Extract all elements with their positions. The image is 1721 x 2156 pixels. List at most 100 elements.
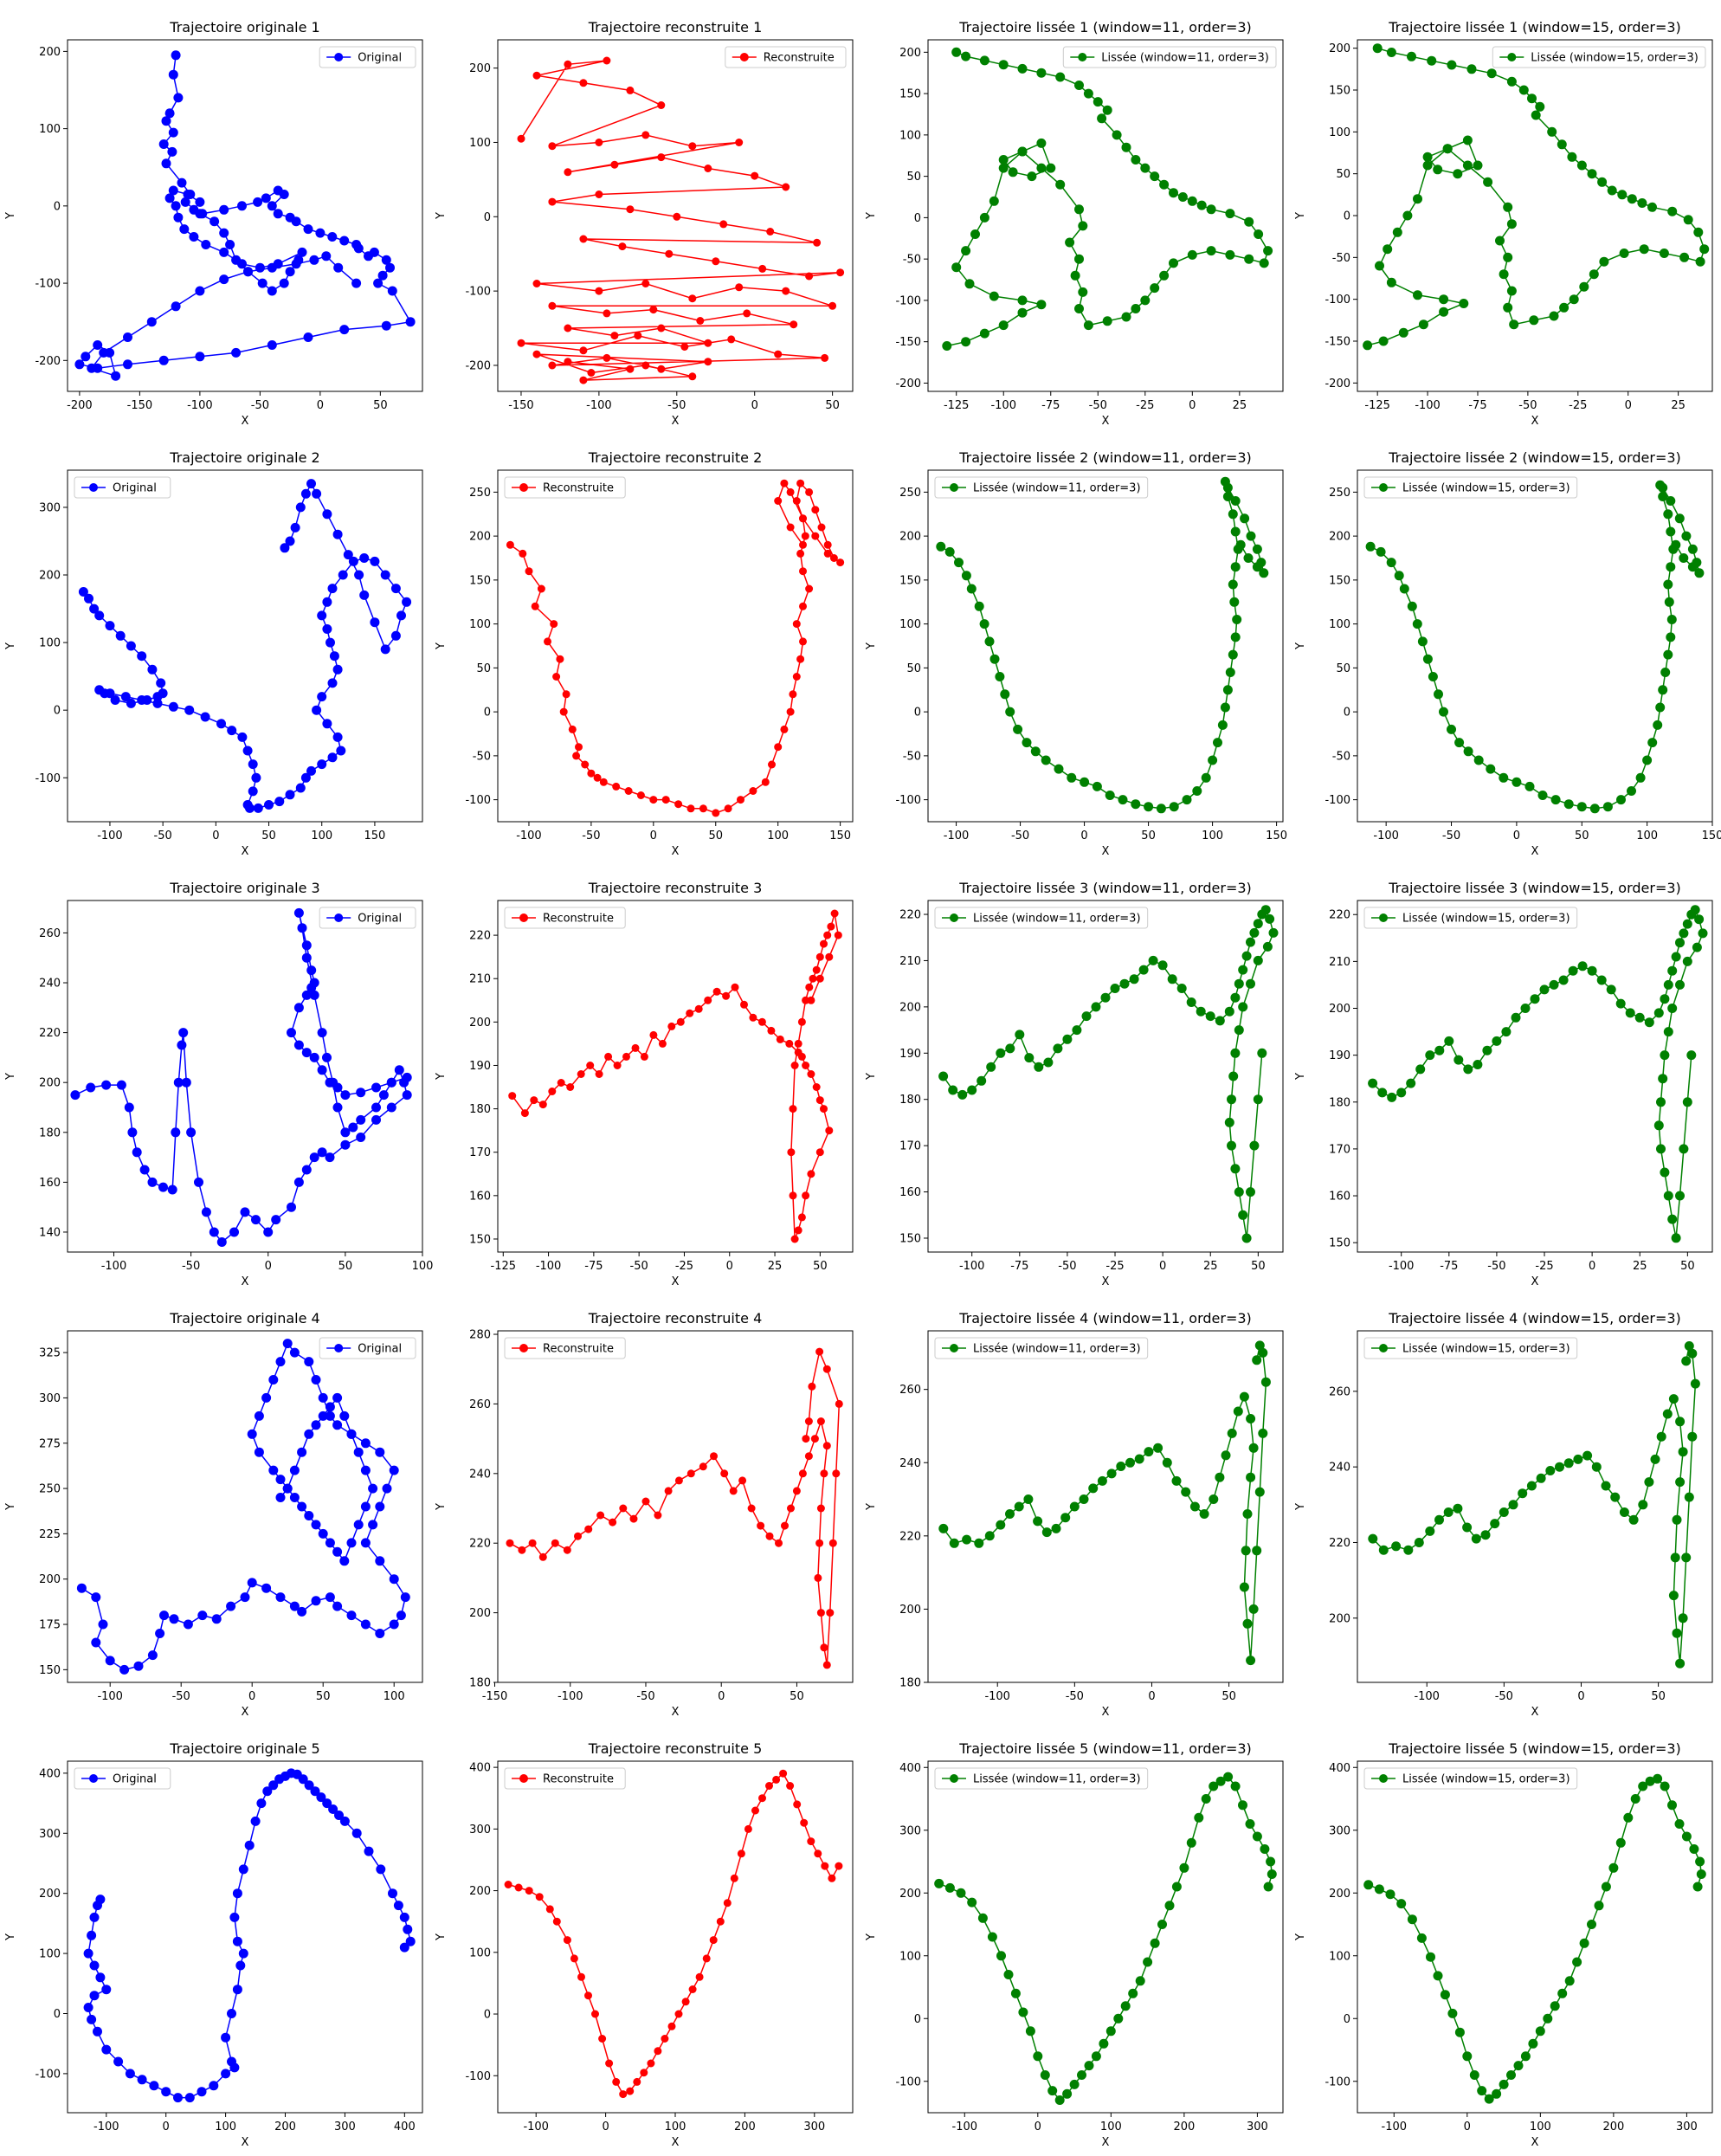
data-point	[334, 1811, 344, 1820]
data-point	[1119, 978, 1130, 989]
data-point	[776, 1035, 784, 1043]
data-layer	[1368, 1341, 1700, 1669]
data-point	[209, 216, 220, 227]
data-point	[962, 1534, 972, 1545]
data-point	[1469, 2070, 1479, 2080]
data-point	[1167, 974, 1177, 984]
data-point	[1670, 1552, 1680, 1563]
y-tick-label: 280	[469, 1329, 491, 1342]
y-tick-label: 160	[469, 1190, 491, 1203]
chart-title: Trajectoire originale 2	[169, 449, 319, 466]
data-point	[1454, 1055, 1464, 1065]
data-point	[1480, 1530, 1491, 1540]
data-point	[402, 1072, 412, 1082]
data-point	[86, 1082, 96, 1093]
data-point	[370, 617, 380, 628]
data-point	[1462, 135, 1473, 145]
y-tick-label: -100	[35, 2068, 61, 2081]
data-point	[152, 692, 163, 702]
data-layer	[83, 1768, 416, 2103]
legend-marker	[1379, 1774, 1388, 1783]
data-point	[1368, 1078, 1378, 1088]
data-point	[394, 1065, 404, 1075]
data-point	[360, 1438, 371, 1449]
data-point	[133, 1661, 144, 1671]
data-point	[371, 1082, 381, 1093]
data-point	[681, 1998, 690, 2006]
data-point	[789, 690, 797, 699]
data-point	[219, 247, 229, 257]
data-point	[301, 952, 312, 963]
data-point	[657, 365, 666, 373]
data-point	[242, 746, 253, 756]
data-point	[333, 262, 344, 273]
y-tick-label: 300	[39, 1392, 61, 1405]
data-point	[1663, 1027, 1673, 1037]
data-point	[1418, 320, 1428, 330]
data-point	[1660, 1167, 1670, 1178]
data-point	[232, 1936, 242, 1946]
data-point	[327, 752, 338, 763]
data-point	[799, 540, 807, 549]
data-point	[996, 1048, 1006, 1058]
data-point	[225, 240, 235, 249]
data-point	[1695, 256, 1705, 267]
y-tick-label: 225	[39, 1528, 61, 1541]
data-point	[704, 339, 712, 347]
data-point	[1368, 1533, 1378, 1544]
data-point	[245, 803, 255, 813]
data-point	[158, 1182, 168, 1192]
x-tick-label: -125	[1364, 399, 1390, 412]
x-tick-label: -50	[1058, 1260, 1076, 1273]
data-point	[998, 60, 1009, 70]
y-tick-label: 0	[484, 211, 491, 224]
x-tick-label: -25	[1105, 1260, 1124, 1273]
data-point	[828, 1539, 837, 1547]
data-point	[704, 358, 712, 366]
data-point	[316, 1792, 326, 1803]
data-point	[695, 1972, 704, 1981]
data-point	[1228, 509, 1238, 520]
y-tick-label: -150	[895, 336, 921, 349]
data-point	[173, 2093, 183, 2103]
data-point	[1083, 88, 1093, 99]
series-line	[938, 1776, 1273, 2101]
data-point	[563, 1936, 571, 1945]
y-tick-label: 50	[476, 662, 491, 675]
data-point	[949, 1538, 959, 1548]
legend-box	[934, 476, 1149, 499]
data-point	[815, 1148, 824, 1157]
data-point	[229, 1227, 239, 1237]
data-point	[579, 376, 588, 384]
data-point	[765, 1782, 773, 1790]
x-tick-label: 100	[412, 1260, 434, 1273]
data-point	[694, 1004, 703, 1013]
data-point	[1444, 1036, 1454, 1046]
legend-box	[1363, 476, 1578, 499]
legend-label: Lissée (window=15, order=3)	[1402, 482, 1570, 495]
data-point	[209, 1227, 219, 1237]
data-point	[332, 664, 343, 675]
data-point	[1678, 1613, 1688, 1623]
data-point	[232, 1985, 242, 1995]
data-point	[1189, 1501, 1200, 1512]
data-point	[137, 695, 147, 705]
data-point	[1453, 1503, 1463, 1514]
data-point	[219, 274, 229, 285]
data-point	[1506, 219, 1517, 229]
x-axis-label: X	[242, 1275, 249, 1288]
data-point	[1157, 1920, 1167, 1929]
data-point	[1252, 1355, 1262, 1365]
data-point	[298, 1774, 308, 1785]
plot-area	[1357, 1330, 1713, 1683]
data-point	[657, 101, 666, 109]
y-tick-label: -200	[35, 355, 61, 368]
data-point	[237, 732, 248, 742]
plot-area	[67, 469, 423, 823]
data-point	[147, 1650, 158, 1661]
data-point	[274, 797, 285, 807]
x-tick-label: -75	[1440, 1260, 1458, 1273]
data-point	[356, 1114, 366, 1125]
legend-label: Reconstruite	[543, 913, 614, 926]
data-point	[343, 550, 353, 560]
